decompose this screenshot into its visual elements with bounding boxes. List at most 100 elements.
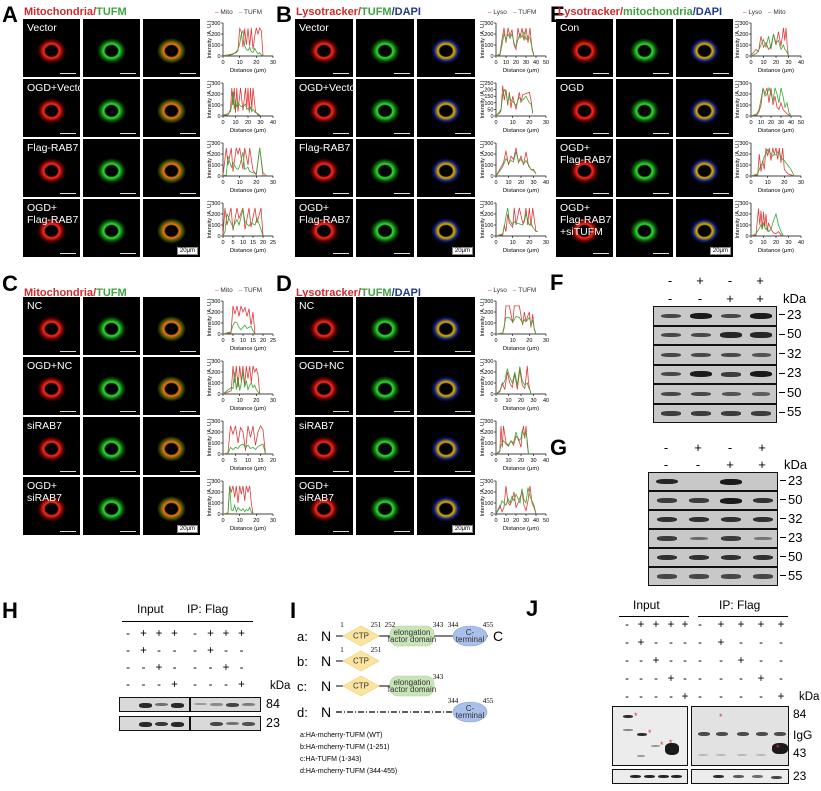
panel-letter: A	[2, 2, 18, 27]
svg-text:5: 5	[231, 338, 234, 344]
condition-label: OGD+ Flag-RAB7	[27, 202, 79, 226]
legend-label: Lyso	[493, 287, 507, 294]
legend-swatch: –	[215, 9, 221, 16]
svg-text:0: 0	[494, 180, 497, 186]
condition-sign: -	[224, 679, 228, 691]
svg-text:0: 0	[494, 518, 497, 524]
series-mito	[750, 212, 784, 237]
blot-strip	[190, 716, 261, 731]
micrograph-channel-red: OGD+ Flag-RAB7	[556, 139, 613, 197]
legend-label: TUFM	[518, 9, 537, 16]
protein-band	[716, 754, 726, 756]
condition-sign: -	[698, 655, 702, 667]
intensity-profile-chart: 0 50 100 150 200 250 0 10 20 30 Distance (μm) Inten…	[480, 79, 560, 137]
scale-bar	[333, 73, 349, 74]
series-tufm	[495, 366, 532, 395]
svg-text:Distance (μm): Distance (μm)	[503, 406, 539, 412]
svg-text:Intensity (A. U.): Intensity (A. U.)	[207, 478, 213, 516]
stain-label: TUFM	[361, 287, 392, 299]
protein-band	[661, 313, 681, 318]
intensity-profile-chart: 0 100 200 300 0 10 20 30 Distance (μm) Intensity …	[480, 199, 560, 257]
svg-text:251: 251	[371, 646, 382, 654]
condition-sign: -	[667, 291, 673, 306]
intensity-profile-chart: 0 100 200 300 0 10 20 30 Distance (μm) Intensity …	[735, 139, 815, 197]
asterisk-marker: *	[648, 728, 652, 738]
condition-sign: +	[238, 628, 245, 640]
blot-strip	[119, 716, 190, 731]
condition-sign: +	[696, 273, 704, 288]
group-header-input: Input	[137, 602, 164, 616]
micrograph-merge: 20μm	[417, 477, 475, 535]
scale-bar	[333, 193, 349, 194]
condition-label: Vector	[299, 22, 329, 34]
series-lyso	[750, 208, 784, 237]
series-tufm	[222, 91, 261, 116]
kda-marker: 50	[780, 548, 803, 564]
kda-marker: 84	[266, 697, 280, 711]
stain-label: Lysotracker	[296, 287, 358, 299]
micrograph-channel-green	[83, 297, 140, 355]
blot-strip-input: * * * *	[612, 706, 688, 766]
condition-sign: -	[698, 691, 702, 703]
protein-band	[771, 776, 782, 779]
micrograph-channel-red: siRAB7	[23, 417, 80, 475]
svg-text:Distance (μm): Distance (μm)	[230, 248, 266, 254]
scale-bar	[455, 351, 471, 352]
micrograph-merge	[143, 297, 200, 355]
series-mito	[750, 86, 792, 117]
svg-text:Distance (μm): Distance (μm)	[503, 346, 539, 352]
protein-band	[733, 775, 744, 778]
construct-legend: a:HA-mcherry-TUFM (WT) b:HA-mcherry-TUFM …	[300, 731, 397, 779]
group-underline	[619, 616, 689, 617]
svg-text:300: 300	[484, 359, 493, 365]
svg-text:1: 1	[340, 621, 344, 629]
stain-title: Lysotracker/TUFM/DAPI	[296, 6, 421, 18]
micrograph-channel-red: OGD+NC	[295, 357, 353, 415]
condition-sign: -	[126, 628, 130, 640]
svg-text:10: 10	[758, 120, 764, 126]
series-tufm	[222, 147, 267, 177]
svg-text:20: 20	[781, 180, 787, 186]
svg-text:CTP: CTP	[353, 682, 369, 691]
svg-text:40: 40	[798, 240, 804, 246]
scale-bar	[120, 351, 136, 352]
protein-band	[716, 732, 728, 736]
svg-text:Distance (μm): Distance (μm)	[758, 128, 794, 134]
protein-band	[721, 313, 741, 318]
condition-sign: -	[639, 691, 643, 703]
svg-text:0: 0	[490, 54, 493, 60]
line-chart: 0 100 200 300 0 10 20 30 Distance (μm) Intensity …	[480, 298, 549, 352]
svg-text:40: 40	[533, 518, 539, 524]
svg-text:terminal: terminal	[456, 635, 485, 644]
condition-sign: -	[625, 655, 629, 667]
svg-text:100: 100	[739, 223, 748, 229]
condition-label: OGD+NC	[299, 360, 345, 372]
svg-text:200: 200	[484, 490, 493, 496]
condition-sign: -	[683, 655, 687, 667]
protein-band	[656, 554, 678, 561]
svg-text:300: 300	[484, 201, 493, 207]
intensity-profile-chart: 0 100 200 300 0 10 20 30 Distance (μm) Intensity …	[207, 139, 287, 197]
svg-text:10: 10	[760, 60, 766, 66]
group-header-input: Input	[633, 598, 660, 612]
micrograph-channel-green	[616, 79, 673, 137]
scale-bar	[653, 73, 669, 74]
svg-text:300: 300	[211, 419, 220, 425]
line-chart: 0 100 200 300 0 10 20 30 40 Distance (μm) Intensit…	[480, 140, 549, 194]
svg-text:C-: C-	[466, 628, 475, 637]
svg-text:0: 0	[490, 174, 493, 180]
micrograph-channel-green	[83, 357, 140, 415]
series-mito	[222, 425, 266, 455]
blot-strip	[648, 567, 778, 586]
scale-bar	[713, 73, 729, 74]
construct-legend-item: a:HA-mcherry-TUFM (WT)	[300, 732, 383, 739]
scale-bar	[593, 73, 609, 74]
micrograph-channel-green	[356, 19, 414, 77]
svg-text:10: 10	[505, 458, 511, 464]
svg-text:100: 100	[484, 381, 493, 387]
protein-band	[644, 775, 655, 778]
panel-letter: C	[2, 271, 18, 296]
line-chart: 0 100 200 300 0 10 20 30 Distance (μm) Intensity …	[207, 478, 276, 532]
condition-sign: -	[193, 645, 197, 657]
svg-text:0: 0	[494, 458, 497, 464]
